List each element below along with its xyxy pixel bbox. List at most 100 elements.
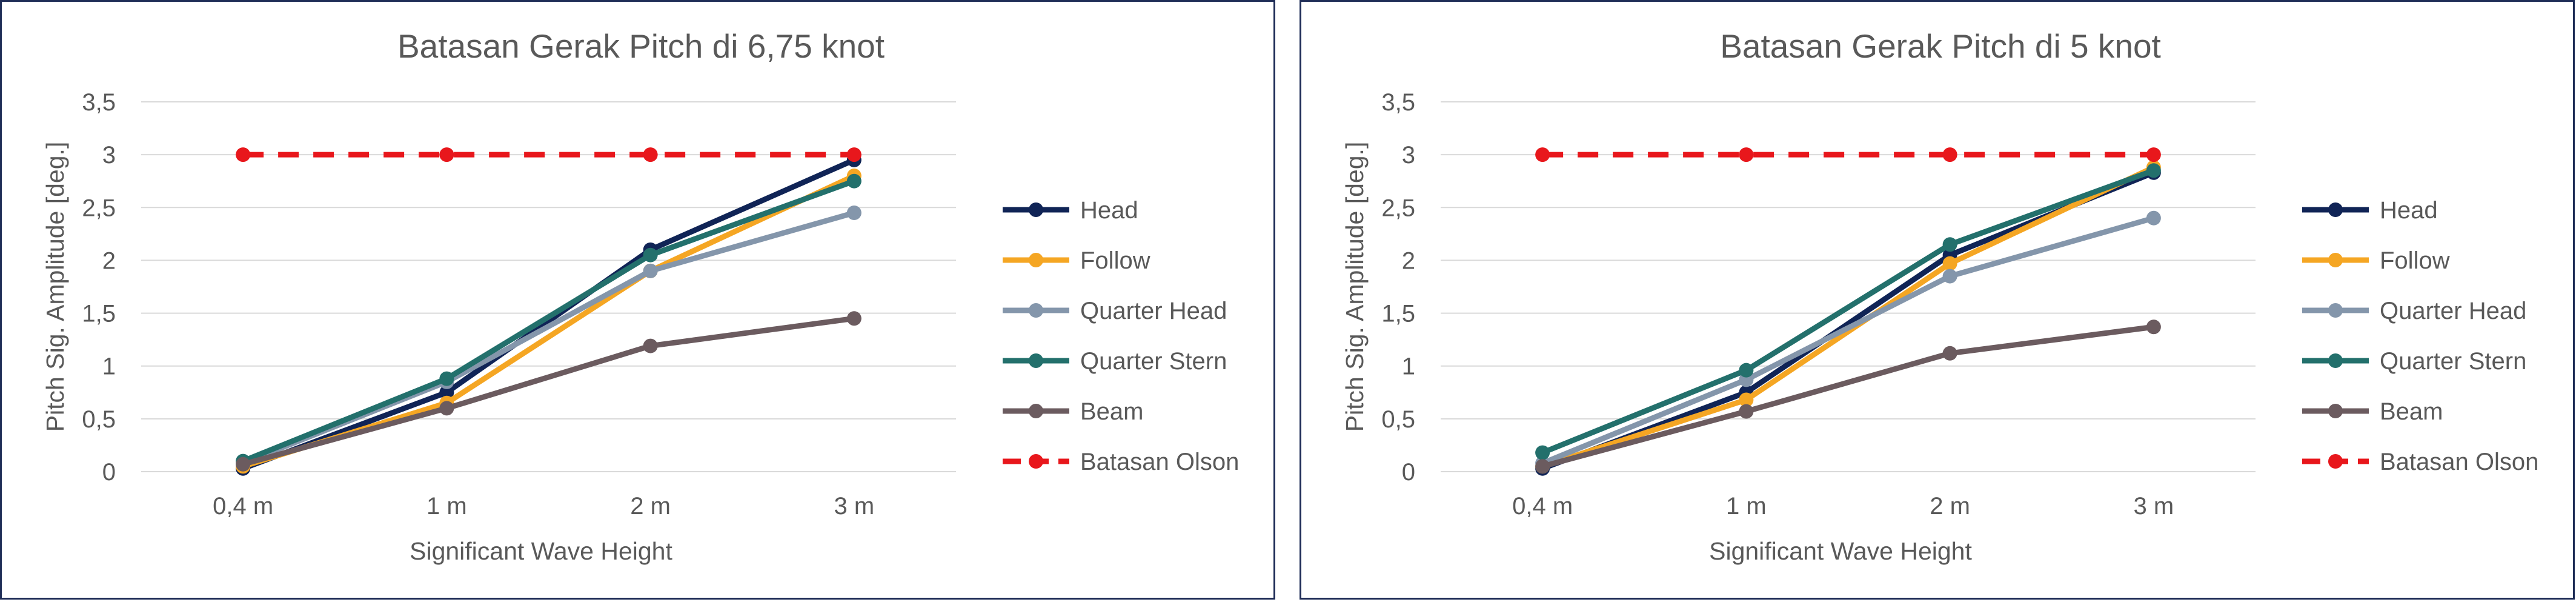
data-point-batasan-olson xyxy=(439,147,454,162)
y-tick-label: 2 xyxy=(1402,247,1415,274)
data-point-follow xyxy=(1739,392,1754,407)
chart-panel-left: Batasan Gerak Pitch di 6,75 knot Signifi… xyxy=(0,0,1275,600)
x-axis-title: Significant Wave Height xyxy=(410,537,672,565)
y-tick-label: 1 xyxy=(1402,353,1415,380)
data-point-quarter-head xyxy=(846,206,861,220)
y-tick-label: 1 xyxy=(102,353,116,380)
y-tick-label: 1,5 xyxy=(82,301,116,327)
legend-label-head: Head xyxy=(1080,197,1138,224)
x-tick-label: 3 m xyxy=(834,493,875,520)
data-point-head xyxy=(439,385,454,400)
legend-marker-quarter-head xyxy=(2328,303,2343,318)
legend-label-quarter-head: Quarter Head xyxy=(2380,298,2526,324)
legend-marker-beam xyxy=(1029,404,1043,418)
data-point-quarter-stern xyxy=(846,173,861,189)
series-line-quarter-head xyxy=(1539,215,2157,466)
chart-panel-right: Batasan Gerak Pitch di 5 knot Significan… xyxy=(1300,0,2575,600)
data-point-batasan-olson xyxy=(1535,147,1550,162)
data-point-batasan-olson xyxy=(1942,147,1957,162)
legend-marker-beam xyxy=(2328,404,2343,418)
data-point-batasan-olson xyxy=(643,147,658,162)
series-line-head xyxy=(240,157,857,472)
legend-marker-quarter-head xyxy=(1029,303,1043,318)
legend-marker-head xyxy=(1029,202,1043,217)
series-line-beam xyxy=(1539,324,2157,469)
y-axis-title: Pitch Sig. Amplitude [deg.] xyxy=(41,142,69,432)
data-point-quarter-stern xyxy=(1535,445,1550,460)
data-point-quarter-head xyxy=(1942,269,1957,284)
x-tick-label: 3 m xyxy=(2134,493,2174,520)
y-tick-label: 3,5 xyxy=(82,89,116,116)
y-tick-label: 0 xyxy=(102,459,116,486)
data-point-quarter-stern xyxy=(643,247,658,263)
legend-label-head: Head xyxy=(2380,197,2438,224)
series-line-quarter-stern xyxy=(1539,167,2157,456)
x-tick-label: 1 m xyxy=(427,493,467,520)
series-group xyxy=(236,147,861,476)
data-point-follow xyxy=(1942,256,1957,271)
legend-label-beam: Beam xyxy=(1080,398,1144,425)
series-group xyxy=(1535,147,2161,476)
data-point-quarter-head xyxy=(2146,210,2161,226)
legend-marker-follow xyxy=(2328,253,2343,267)
pitch-chart-6-75-knot: Batasan Gerak Pitch di 6,75 knot Signifi… xyxy=(41,27,1239,565)
series-line-beam xyxy=(240,315,857,467)
data-point-batasan-olson xyxy=(1739,147,1754,162)
legend: Head Follow Quarter Head Quarter Stern Beam B… xyxy=(2302,197,2538,475)
data-point-beam xyxy=(1942,346,1957,361)
gridlines xyxy=(141,101,956,472)
x-tick-label: 0,4 m xyxy=(1512,493,1573,520)
data-point-quarter-stern xyxy=(2146,163,2161,178)
chart-title: Batasan Gerak Pitch di 6,75 knot xyxy=(397,27,885,65)
y-tick-label: 2 xyxy=(102,247,116,274)
legend-marker-batasan-olson xyxy=(2328,454,2343,469)
series-line-quarter-stern xyxy=(240,178,857,464)
y-tick-label: 0,5 xyxy=(82,406,116,433)
data-point-quarter-stern xyxy=(1942,237,1957,252)
data-point-batasan-olson xyxy=(2146,147,2161,162)
data-point-batasan-olson xyxy=(846,147,861,162)
pitch-chart-5-knot: Batasan Gerak Pitch di 5 knot Significan… xyxy=(1341,27,2538,565)
data-point-beam xyxy=(236,457,251,472)
legend-marker-batasan-olson xyxy=(1029,454,1043,469)
data-point-beam xyxy=(1739,404,1754,419)
data-point-beam xyxy=(643,338,658,353)
y-tick-label: 3,5 xyxy=(1381,89,1415,116)
gridlines xyxy=(1441,101,2256,472)
x-tick-label: 0,4 m xyxy=(213,493,273,520)
legend-label-beam: Beam xyxy=(2380,398,2443,425)
x-tick-label: 2 m xyxy=(1930,493,1970,520)
x-tick-label: 2 m xyxy=(630,493,671,520)
legend-label-quarter-stern: Quarter Stern xyxy=(1080,348,1227,375)
legend-marker-quarter-stern xyxy=(1029,353,1043,368)
data-point-quarter-head xyxy=(643,263,658,278)
chart-title: Batasan Gerak Pitch di 5 knot xyxy=(1720,27,2161,65)
legend-label-quarter-stern: Quarter Stern xyxy=(2380,348,2526,375)
legend-marker-quarter-stern xyxy=(2328,353,2343,368)
x-axis-title: Significant Wave Height xyxy=(1709,537,1972,565)
data-point-beam xyxy=(2146,319,2161,335)
y-tick-label: 0 xyxy=(1402,459,1415,486)
legend-marker-head xyxy=(2328,202,2343,217)
data-point-beam xyxy=(846,311,861,326)
y-tick-label: 1,5 xyxy=(1381,301,1415,327)
y-tick-label: 2,5 xyxy=(82,195,116,221)
legend-label-batasan-olson: Batasan Olson xyxy=(2380,449,2538,475)
legend-label-batasan-olson: Batasan Olson xyxy=(1080,449,1239,475)
y-tick-label: 3 xyxy=(102,142,116,169)
series-line-follow xyxy=(1539,164,2157,469)
legend-label-follow: Follow xyxy=(2380,247,2450,274)
data-point-quarter-stern xyxy=(1739,363,1754,378)
y-tick-label: 3 xyxy=(1402,142,1415,169)
y-axis-title: Pitch Sig. Amplitude [deg.] xyxy=(1341,142,1369,432)
data-point-beam xyxy=(439,401,454,416)
y-tick-label: 0,5 xyxy=(1381,406,1415,433)
data-point-beam xyxy=(1535,459,1550,474)
y-tick-label: 2,5 xyxy=(1381,195,1415,221)
legend-label-follow: Follow xyxy=(1080,247,1150,274)
legend-label-quarter-head: Quarter Head xyxy=(1080,298,1227,324)
legend-marker-follow xyxy=(1029,253,1043,267)
legend: Head Follow Quarter Head Quarter Stern Beam B… xyxy=(1003,197,1239,475)
data-point-quarter-stern xyxy=(439,371,454,386)
data-point-batasan-olson xyxy=(236,147,251,162)
